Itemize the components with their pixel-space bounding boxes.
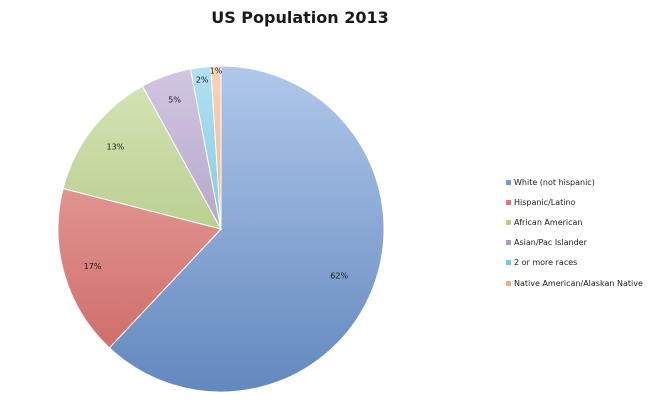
legend-label: African American [514,217,583,227]
slice-value-label: 13% [107,143,125,152]
pie-slice-african-american [62,85,222,230]
legend-label: White (not hispanic) [514,177,595,187]
legend-swatch [506,280,511,286]
pie-slice-native-american-alaskan-native [210,65,222,230]
legend-item: Hispanic/Latino [506,192,656,212]
slice-value-label: 62% [330,271,348,280]
chart-title: US Population 2013 [211,8,389,27]
legend-item: Native American/Alaskan Native [506,273,656,293]
slice-value-label: 17% [84,262,102,271]
slice-value-label: 5% [168,96,181,105]
slice-value-label: 2% [196,76,209,85]
pie-slice-hispanic-latino [57,187,222,349]
slice-value-label: 1% [210,67,223,76]
legend-swatch [506,199,511,205]
legend-swatch [506,179,511,185]
legend-item: Asian/Pac Islander [506,233,656,253]
legend-swatch [506,260,511,266]
legend-label: Hispanic/Latino [514,197,576,207]
pie-slice-white-not-hispanic [108,65,385,393]
legend: White (not hispanic) Hispanic/Latino Afric… [506,172,656,293]
legend-label: Native American/Alaskan Native [514,278,643,288]
legend-item: White (not hispanic) [506,172,656,192]
legend-item: African American [506,212,656,232]
legend-item: 2 or more races [506,253,656,273]
legend-label: 2 or more races [514,258,578,268]
legend-label: Asian/Pac Islander [514,238,587,248]
legend-swatch [506,240,511,246]
legend-swatch [506,219,511,225]
